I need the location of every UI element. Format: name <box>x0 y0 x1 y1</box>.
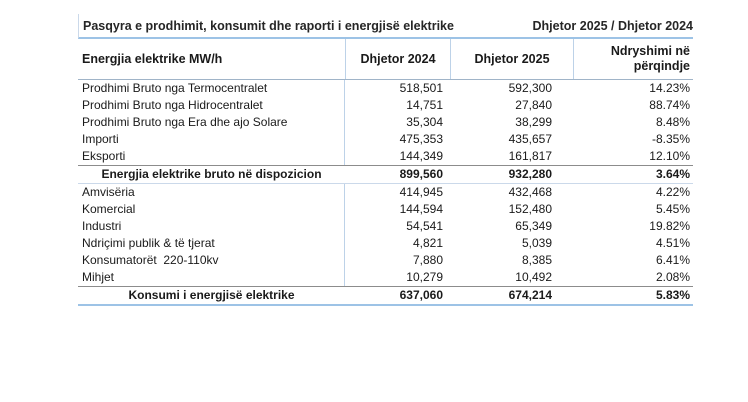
value-change-percent: 19.82% <box>649 219 690 233</box>
value-dec-2024: 144,349 <box>399 149 443 163</box>
title-period: Dhjetor 2025 / Dhjetor 2024 <box>532 19 693 33</box>
value-dec-2025: 65,349 <box>515 219 552 233</box>
value-dec-2025: 27,840 <box>515 98 552 112</box>
energy-report-table: Pasqyra e prodhimit, konsumit dhe raport… <box>78 14 693 306</box>
row-label: Eksporti <box>78 148 345 165</box>
row-label: Ndriçimi publik & të tjerat <box>78 235 345 252</box>
table-row: Eksporti 144,349 161,817 12.10% <box>78 148 693 165</box>
value-dec-2024: 10,279 <box>406 270 443 284</box>
value-dec-2024: 475,353 <box>399 132 443 146</box>
row-label: Komercial <box>78 201 345 218</box>
row-label: Mihjet <box>78 269 345 286</box>
value-change-percent: 14.23% <box>649 81 690 95</box>
value-dec-2025: 10,492 <box>515 270 552 284</box>
value-dec-2025: 38,299 <box>515 115 552 129</box>
value-dec-2025: 8,385 <box>521 253 552 267</box>
report-title-bar: Pasqyra e prodhimit, konsumit dhe raport… <box>78 14 693 39</box>
value-change-percent: 4.51% <box>655 236 690 250</box>
table-row: Konsumatorët 220-110kv 7,880 8,385 6.41% <box>78 252 693 269</box>
table-row: Industri 54,541 65,349 19.82% <box>78 218 693 235</box>
row-label: Prodhimi Bruto nga Era dhe ajo Solare <box>78 114 345 131</box>
value-change-percent: 5.83% <box>655 288 690 302</box>
value-dec-2025: 435,657 <box>508 132 552 146</box>
value-dec-2024: 4,821 <box>412 236 443 250</box>
value-dec-2024: 144,594 <box>399 202 443 216</box>
value-dec-2025: 432,468 <box>508 185 552 199</box>
column-header-energy-mwh: Energjia elektrike MW/h <box>82 52 223 66</box>
value-dec-2024: 14,751 <box>406 98 443 112</box>
value-dec-2024: 35,304 <box>406 115 443 129</box>
row-label: Amvisëria <box>78 184 345 201</box>
value-dec-2024: 7,880 <box>412 253 443 267</box>
value-dec-2025: 592,300 <box>508 81 552 95</box>
value-change-percent: 88.74% <box>649 98 690 112</box>
value-change-percent: -8.35% <box>651 132 690 146</box>
value-dec-2025: 152,480 <box>508 202 552 216</box>
table-row: Energjia elektrike bruto në dispozicion … <box>78 165 693 184</box>
row-label: Energjia elektrike bruto në dispozicion <box>101 167 322 181</box>
value-dec-2025: 932,280 <box>508 167 552 181</box>
value-dec-2024: 899,560 <box>399 167 443 181</box>
value-dec-2024: 518,501 <box>399 81 443 95</box>
value-change-percent: 8.48% <box>655 115 690 129</box>
value-change-percent: 2.08% <box>655 270 690 284</box>
value-dec-2025: 161,817 <box>508 149 552 163</box>
table-row: Prodhimi Bruto nga Era dhe ajo Solare 35… <box>78 114 693 131</box>
row-label: Prodhimi Bruto nga Termocentralet <box>78 80 345 97</box>
value-dec-2024: 637,060 <box>399 288 443 302</box>
table-row: Ndriçimi publik & të tjerat 4,821 5,039 … <box>78 235 693 252</box>
value-change-percent: 6.41% <box>655 253 690 267</box>
row-label: Importi <box>78 131 345 148</box>
value-change-percent: 5.45% <box>655 202 690 216</box>
column-header-dec-2024: Dhjetor 2024 <box>345 39 450 79</box>
value-change-percent: 4.22% <box>655 185 690 199</box>
table-row: Prodhimi Bruto nga Hidrocentralet 14,751… <box>78 97 693 114</box>
value-change-percent: 12.10% <box>649 149 690 163</box>
row-label: Konsumatorët 220-110kv <box>78 252 345 269</box>
row-label: Konsumi i energjisë elektrike <box>128 288 295 302</box>
page-title: Pasqyra e prodhimit, konsumit dhe raport… <box>83 19 454 33</box>
value-dec-2024: 54,541 <box>406 219 443 233</box>
value-dec-2025: 5,039 <box>521 236 552 250</box>
table-row: Mihjet 10,279 10,492 2.08% <box>78 269 693 286</box>
value-change-percent: 3.64% <box>655 167 690 181</box>
table-row: Komercial 144,594 152,480 5.45% <box>78 201 693 218</box>
column-header-dec-2025: Dhjetor 2025 <box>450 39 573 79</box>
table-row: Konsumi i energjisë elektrike 637,060 67… <box>78 286 693 304</box>
row-label: Industri <box>78 218 345 235</box>
value-dec-2024: 414,945 <box>399 185 443 199</box>
table-body: Prodhimi Bruto nga Termocentralet 518,50… <box>78 80 693 306</box>
table-row: Prodhimi Bruto nga Termocentralet 518,50… <box>78 80 693 97</box>
table-header-row: Energjia elektrike MW/h Dhjetor 2024 Dhj… <box>78 39 693 80</box>
table-row: Importi 475,353 435,657 -8.35% <box>78 131 693 148</box>
row-label: Prodhimi Bruto nga Hidrocentralet <box>78 97 345 114</box>
column-header-change-percent: Ndryshimi në përqindje <box>573 39 693 79</box>
value-dec-2025: 674,214 <box>508 288 552 302</box>
table-row: Amvisëria 414,945 432,468 4.22% <box>78 184 693 201</box>
